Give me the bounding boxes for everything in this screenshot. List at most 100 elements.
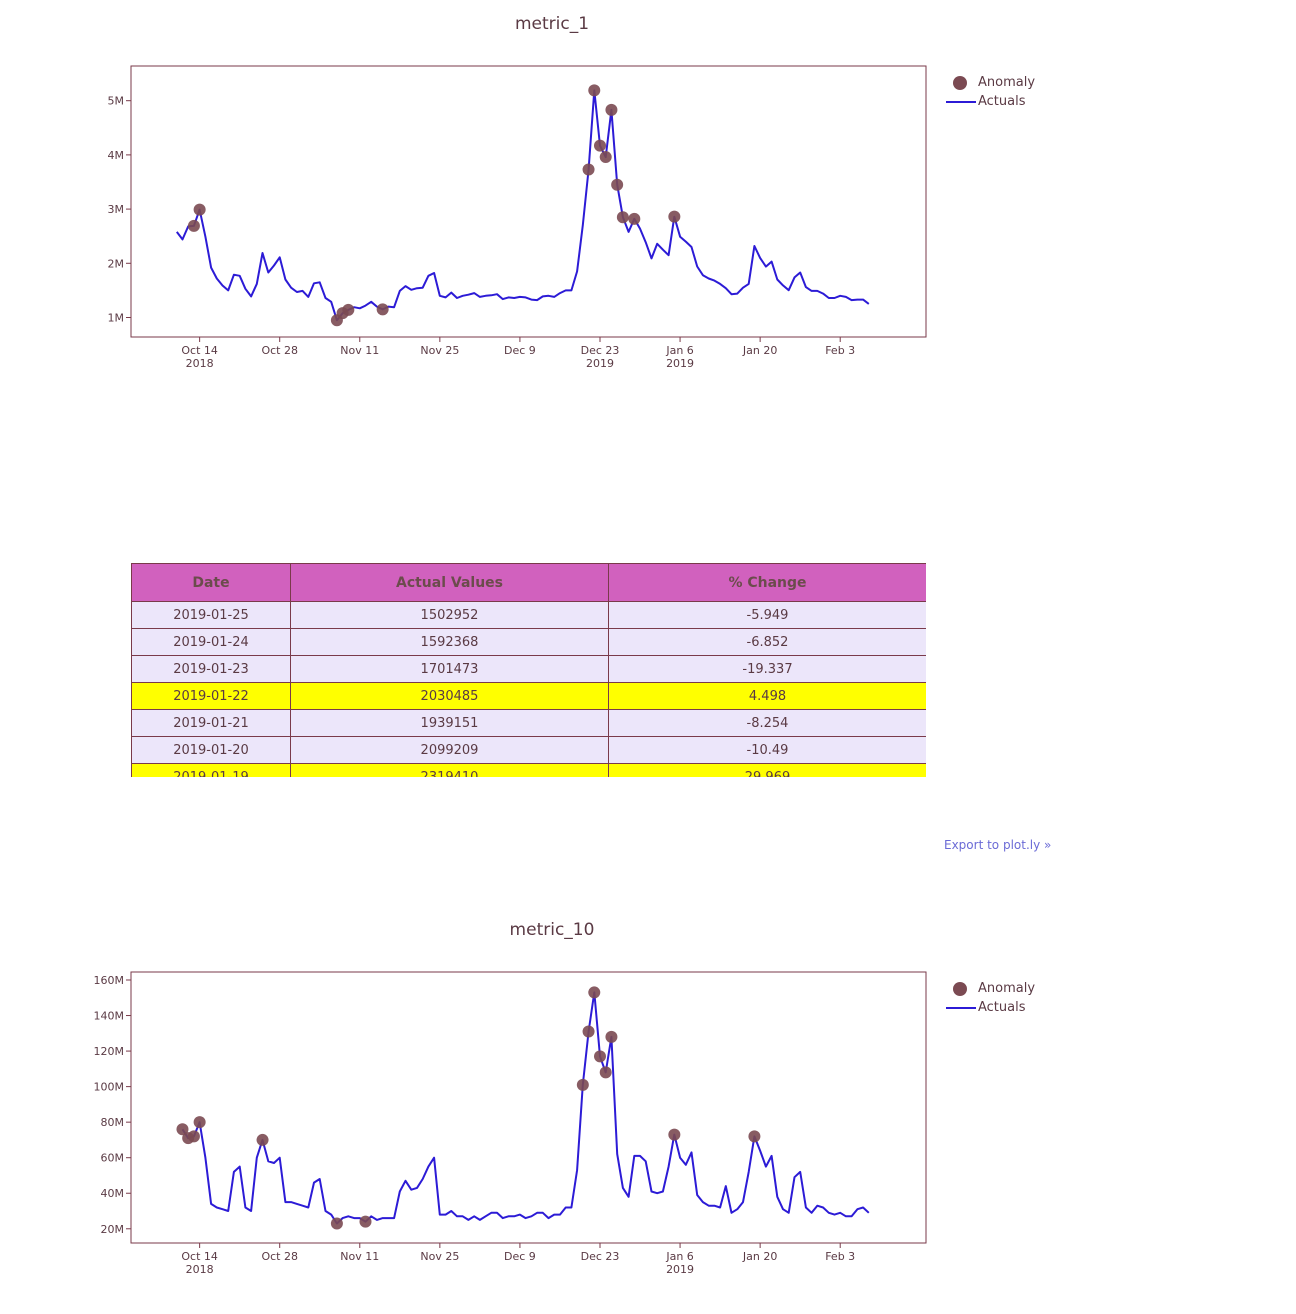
export-to-plotly-link[interactable]: Export to plot.ly »	[944, 838, 1052, 852]
anomaly-point	[628, 212, 641, 225]
anomaly-point	[576, 1078, 589, 1091]
anomaly-point	[582, 163, 595, 176]
cell-actual-value: 1939151	[290, 709, 609, 737]
plot-area-frame	[130, 65, 927, 338]
anomaly-point	[599, 1066, 612, 1079]
anomaly-point	[376, 303, 389, 316]
x-tick-label: Jan 20	[742, 1250, 777, 1263]
table-row: 2019-01-23 1701473 -19.337	[131, 655, 926, 683]
anomaly-point	[611, 178, 624, 191]
cell-date: 2019-01-22	[131, 682, 291, 710]
x-tick-label: Oct 14	[181, 344, 218, 357]
cell-date: 2019-01-23	[131, 655, 291, 683]
anomaly-point	[605, 103, 618, 116]
anomaly-point	[193, 203, 206, 216]
x-tick-label: Feb 3	[825, 1250, 855, 1263]
x-tick-label: Oct 28	[261, 344, 298, 357]
anomaly-point	[187, 219, 200, 232]
y-tick-label: 5M	[108, 95, 125, 108]
legend-item-anomaly[interactable]: Anomaly	[944, 979, 1035, 998]
anomaly-point	[256, 1133, 269, 1146]
actuals-line-icon	[946, 1006, 976, 1009]
legend-item-actuals[interactable]: Actuals	[944, 998, 1035, 1017]
anomaly-point	[342, 303, 355, 316]
x-tick-year-label: 2018	[186, 1263, 214, 1276]
x-tick-label: Oct 28	[261, 1250, 298, 1263]
x-tick-label: Dec 23	[581, 1250, 620, 1263]
y-tick-label: 2M	[108, 257, 125, 270]
x-tick-year-label: 2019	[666, 1263, 694, 1276]
cell-actual-value: 1502952	[290, 601, 609, 629]
cell-pct-change: -5.949	[608, 601, 926, 629]
cell-pct-change: 4.498	[608, 682, 926, 710]
anomaly-marker-icon	[953, 981, 967, 996]
y-tick-label: 160M	[94, 974, 125, 987]
y-tick-label: 40M	[101, 1187, 125, 1200]
data-table: Date Actual Values % Change 2019-01-25 15…	[131, 563, 926, 777]
column-header-date[interactable]: Date	[131, 563, 291, 602]
anomaly-point	[359, 1215, 372, 1228]
table-row: 2019-01-21 1939151 -8.254	[131, 709, 926, 737]
x-tick-year-label: 2019	[666, 357, 694, 370]
anomaly-point	[668, 1128, 681, 1141]
legend-item-actuals[interactable]: Actuals	[944, 92, 1035, 111]
anomaly-point	[605, 1030, 618, 1043]
x-tick-label: Dec 23	[581, 344, 620, 357]
cell-pct-change: -6.852	[608, 628, 926, 656]
anomaly-point	[599, 151, 612, 164]
y-tick-label: 4M	[108, 149, 125, 162]
x-tick-label: Oct 14	[181, 1250, 218, 1263]
y-tick-label: 80M	[101, 1116, 125, 1129]
x-tick-label: Jan 6	[665, 344, 693, 357]
legend-label: Anomaly	[978, 981, 1036, 996]
anomaly-point	[668, 210, 681, 223]
cell-pct-change: -10.49	[608, 736, 926, 764]
x-tick-label: Nov 25	[420, 344, 459, 357]
cell-date: 2019-01-24	[131, 628, 291, 656]
y-tick-label: 1M	[108, 311, 125, 324]
x-tick-label: Nov 11	[340, 344, 379, 357]
series-actuals	[181, 991, 870, 1225]
chart-legend: Anomaly Actuals	[944, 979, 1035, 1017]
actuals-line	[181, 991, 870, 1225]
cell-date: 2019-01-21	[131, 709, 291, 737]
table-row: 2019-01-25 1502952 -5.949	[131, 601, 926, 629]
anomaly-point	[588, 986, 601, 999]
anomaly-point	[588, 84, 601, 97]
column-header-actual-values[interactable]: Actual Values	[290, 563, 609, 602]
cell-date: 2019-01-25	[131, 601, 291, 629]
y-tick-label: 140M	[94, 1010, 125, 1023]
x-tick-label: Jan 20	[742, 344, 777, 357]
x-tick-year-label: 2019	[586, 357, 614, 370]
actuals-line-icon	[946, 100, 976, 103]
table-row: 2019-01-19 2319410 29.969	[131, 763, 926, 777]
actuals-line	[176, 89, 870, 322]
y-tick-label: 120M	[94, 1045, 125, 1058]
y-tick-label: 60M	[101, 1152, 125, 1165]
table-row: 2019-01-24 1592368 -6.852	[131, 628, 926, 656]
chart-metric-10: metric_10 20M 40M 60M 80M 100M 120M 140M 160M Oc…	[0, 906, 1296, 1286]
cell-actual-value: 2319410	[290, 763, 609, 777]
x-tick-label: Nov 11	[340, 1250, 379, 1263]
legend-item-anomaly[interactable]: Anomaly	[944, 73, 1035, 92]
cell-actual-value: 1592368	[290, 628, 609, 656]
x-tick-label: Nov 25	[420, 1250, 459, 1263]
x-tick-label: Jan 6	[665, 1250, 693, 1263]
chart-legend: Anomaly Actuals	[944, 73, 1035, 111]
anomaly-marker-icon	[953, 75, 967, 90]
table-header-row: Date Actual Values % Change	[131, 563, 926, 602]
anomaly-point	[176, 1123, 189, 1136]
series-actuals	[176, 89, 870, 322]
x-tick-year-label: 2018	[186, 357, 214, 370]
y-tick-label: 20M	[101, 1223, 125, 1236]
chart-title: metric_10	[509, 920, 595, 940]
x-tick-label: Feb 3	[825, 344, 855, 357]
table-row: 2019-01-22 2030485 4.498	[131, 682, 926, 710]
x-tick-label: Dec 9	[504, 1250, 536, 1263]
y-tick-label: 100M	[94, 1081, 125, 1094]
series-anomaly	[176, 986, 761, 1230]
column-header-pct-change[interactable]: % Change	[608, 563, 926, 602]
anomaly-point	[582, 1025, 595, 1038]
